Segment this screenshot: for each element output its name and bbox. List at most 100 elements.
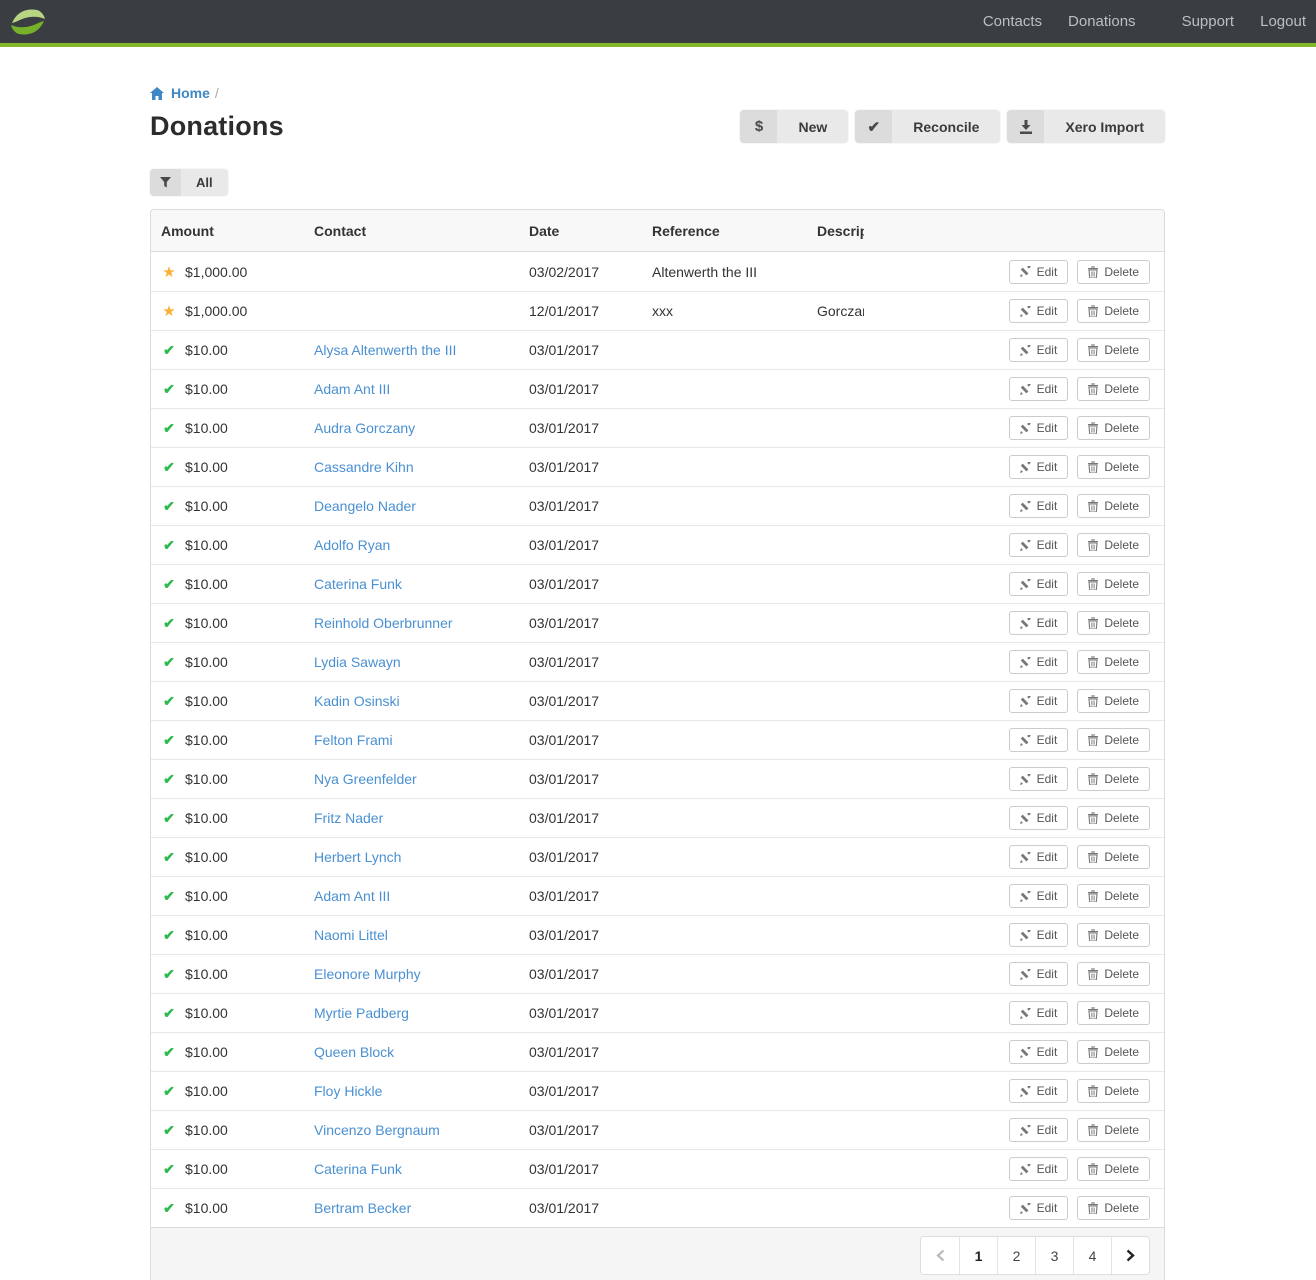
date-value: 03/01/2017: [529, 342, 600, 358]
nav-item-donations[interactable]: Donations: [1068, 13, 1136, 30]
edit-button[interactable]: Edit: [1008, 728, 1069, 752]
contact-link[interactable]: Caterina Funk: [314, 1161, 402, 1177]
delete-button[interactable]: Delete: [1077, 1196, 1150, 1220]
contact-link[interactable]: Adam Ant III: [314, 888, 391, 904]
edit-button[interactable]: Edit: [1008, 1196, 1069, 1220]
amount-value: $10.00: [185, 732, 228, 748]
delete-button[interactable]: Delete: [1077, 377, 1150, 401]
contact-link[interactable]: Herbert Lynch: [314, 849, 402, 865]
contact-link[interactable]: Kadin Osinski: [314, 693, 400, 709]
table-row: ✔ $10.00 Naomi Littel 03/01/2017 Edit: [151, 915, 1164, 954]
delete-button[interactable]: Delete: [1077, 767, 1150, 791]
edit-button[interactable]: Edit: [1008, 416, 1069, 440]
pagination-prev-button[interactable]: [921, 1237, 959, 1274]
edit-button[interactable]: Edit: [1008, 923, 1069, 947]
edit-button[interactable]: Edit: [1008, 767, 1069, 791]
contact-link[interactable]: Adolfo Ryan: [314, 537, 391, 553]
edit-button[interactable]: Edit: [1008, 962, 1069, 986]
brand-logo[interactable]: [8, 0, 48, 43]
edit-button[interactable]: Edit: [1008, 377, 1069, 401]
table-row: ✔ $10.00 Adolfo Ryan 03/01/2017 Edit: [151, 525, 1164, 564]
breadcrumb-home-link[interactable]: Home: [150, 85, 210, 101]
edit-button[interactable]: Edit: [1008, 299, 1069, 323]
contact-link[interactable]: Adam Ant III: [314, 381, 391, 397]
xero-import-button[interactable]: Xero Import: [1007, 110, 1165, 143]
edit-button[interactable]: Edit: [1008, 494, 1069, 518]
contact-link[interactable]: Fritz Nader: [314, 810, 384, 826]
delete-button[interactable]: Delete: [1077, 1040, 1150, 1064]
contact-link[interactable]: Eleonore Murphy: [314, 966, 421, 982]
pagination-next-button[interactable]: [1111, 1237, 1149, 1274]
new-donation-button[interactable]: $ New: [740, 110, 849, 143]
delete-button[interactable]: Delete: [1077, 338, 1150, 362]
contact-link[interactable]: Floy Hickle: [314, 1083, 383, 1099]
edit-button[interactable]: Edit: [1008, 884, 1069, 908]
trash-icon: [1088, 734, 1099, 746]
delete-button[interactable]: Delete: [1077, 962, 1150, 986]
delete-button[interactable]: Delete: [1077, 1001, 1150, 1025]
contact-link[interactable]: Queen Block: [314, 1044, 395, 1060]
delete-button[interactable]: Delete: [1077, 689, 1150, 713]
contact-link[interactable]: Naomi Littel: [314, 927, 388, 943]
edit-button[interactable]: Edit: [1008, 1079, 1069, 1103]
delete-button[interactable]: Delete: [1077, 1157, 1150, 1181]
contact-link[interactable]: Myrtie Padberg: [314, 1005, 409, 1021]
edit-button[interactable]: Edit: [1008, 806, 1069, 830]
edit-button[interactable]: Edit: [1008, 1001, 1069, 1025]
edit-button[interactable]: Edit: [1008, 650, 1069, 674]
edit-button[interactable]: Edit: [1008, 689, 1069, 713]
delete-button[interactable]: Delete: [1077, 728, 1150, 752]
nav-item-support[interactable]: Support: [1181, 13, 1235, 30]
edit-button[interactable]: Edit: [1008, 455, 1069, 479]
edit-button[interactable]: Edit: [1008, 533, 1069, 557]
contact-link[interactable]: Vincenzo Bergnaum: [314, 1122, 440, 1138]
funnel-icon: [150, 169, 181, 196]
edit-button[interactable]: Edit: [1008, 845, 1069, 869]
edit-button[interactable]: Edit: [1008, 1118, 1069, 1142]
delete-button[interactable]: Delete: [1077, 494, 1150, 518]
contact-link[interactable]: Reinhold Oberbrunner: [314, 615, 453, 631]
pencil-icon: [1019, 1007, 1031, 1019]
pagination-page-2[interactable]: 2: [997, 1237, 1035, 1274]
nav-item-logout[interactable]: Logout: [1260, 13, 1306, 30]
edit-button[interactable]: Edit: [1008, 338, 1069, 362]
edit-button[interactable]: Edit: [1008, 1040, 1069, 1064]
edit-button[interactable]: Edit: [1008, 259, 1069, 284]
table-row: ✔ $10.00 Myrtie Padberg 03/01/2017 Edit: [151, 993, 1164, 1032]
edit-button[interactable]: Edit: [1008, 1157, 1069, 1181]
delete-button[interactable]: Delete: [1077, 1079, 1150, 1103]
contact-link[interactable]: Caterina Funk: [314, 576, 402, 592]
pagination-page-4[interactable]: 4: [1073, 1237, 1111, 1274]
delete-button[interactable]: Delete: [1077, 611, 1150, 635]
edit-button[interactable]: Edit: [1008, 611, 1069, 635]
edit-button[interactable]: Edit: [1008, 572, 1069, 596]
pagination-page-1[interactable]: 1: [959, 1237, 997, 1274]
date-value: 03/01/2017: [529, 576, 600, 592]
delete-button[interactable]: Delete: [1077, 455, 1150, 479]
delete-button[interactable]: Delete: [1077, 884, 1150, 908]
nav-item-contacts[interactable]: Contacts: [982, 13, 1043, 30]
delete-button[interactable]: Delete: [1077, 845, 1150, 869]
filter-all-button[interactable]: All: [150, 169, 228, 196]
contact-link[interactable]: Deangelo Nader: [314, 498, 416, 514]
delete-button[interactable]: Delete: [1077, 923, 1150, 947]
reconcile-button[interactable]: ✔ Reconcile: [855, 110, 1001, 143]
contact-link[interactable]: Felton Frami: [314, 732, 393, 748]
contact-link[interactable]: Bertram Becker: [314, 1200, 412, 1216]
delete-button[interactable]: Delete: [1077, 572, 1150, 596]
delete-button[interactable]: Delete: [1077, 259, 1150, 284]
delete-button[interactable]: Delete: [1077, 533, 1150, 557]
pagination-page-3[interactable]: 3: [1035, 1237, 1073, 1274]
contact-link[interactable]: Alysa Altenwerth the III: [314, 342, 457, 358]
check-icon: ✔: [163, 614, 175, 631]
contact-link[interactable]: Nya Greenfelder: [314, 771, 417, 787]
delete-button[interactable]: Delete: [1077, 299, 1150, 323]
contact-link[interactable]: Lydia Sawayn: [314, 654, 401, 670]
delete-button[interactable]: Delete: [1077, 416, 1150, 440]
contact-link[interactable]: Cassandre Kihn: [314, 459, 414, 475]
delete-button[interactable]: Delete: [1077, 1118, 1150, 1142]
contact-link[interactable]: Audra Gorczany: [314, 420, 416, 436]
delete-button[interactable]: Delete: [1077, 806, 1150, 830]
table-footer: 1 2 3 4: [151, 1227, 1164, 1280]
delete-button[interactable]: Delete: [1077, 650, 1150, 674]
